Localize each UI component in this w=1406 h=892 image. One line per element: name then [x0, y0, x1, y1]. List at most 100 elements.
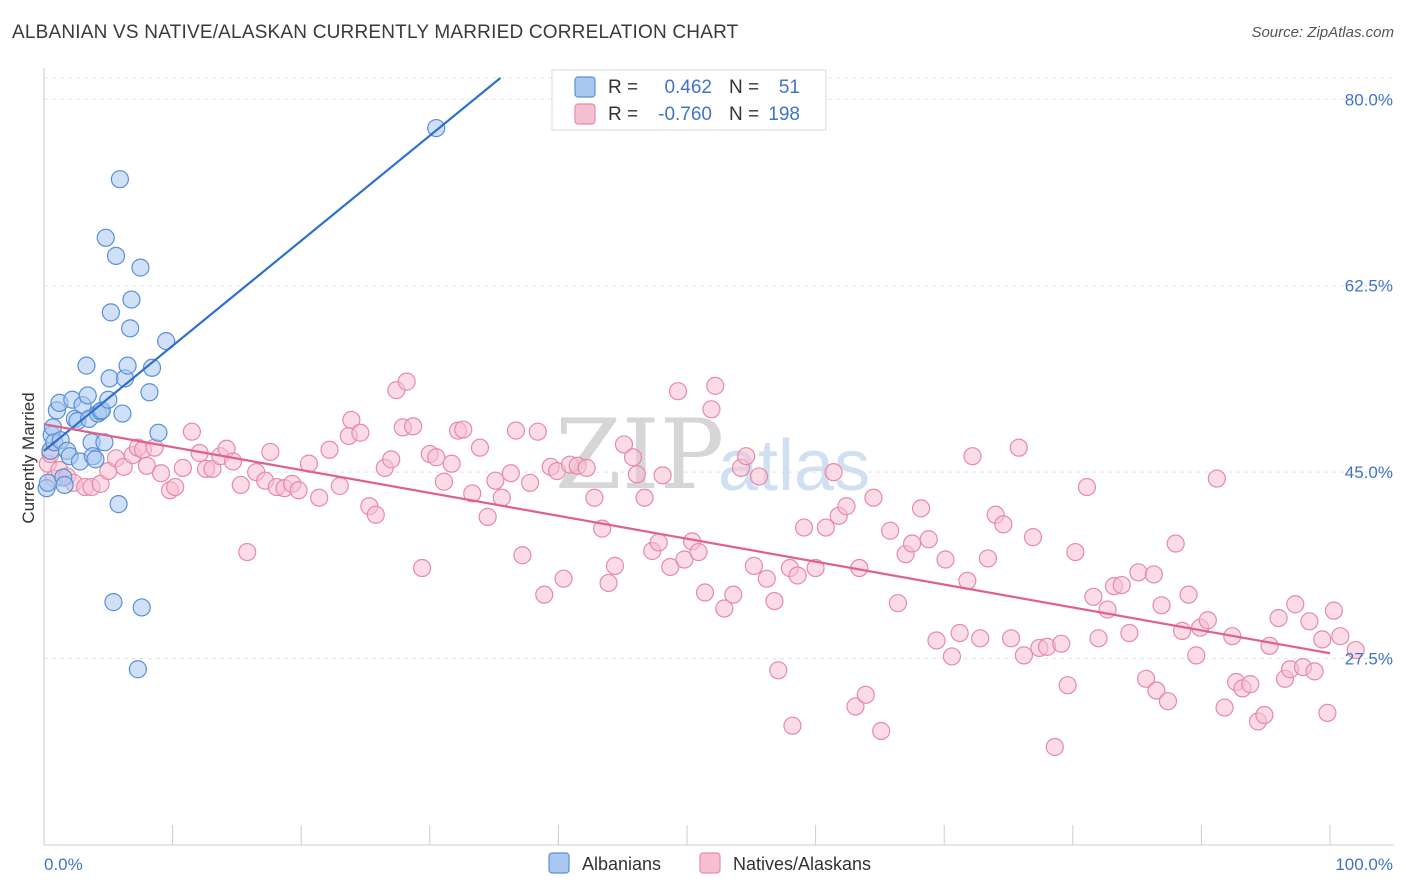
- point-natives-179: [1313, 630, 1332, 649]
- point-natives-101: [757, 569, 776, 588]
- point-natives-20: [173, 458, 192, 477]
- legend-n-value-albanians: 51: [779, 77, 800, 98]
- point-natives-98: [737, 447, 756, 466]
- point-natives-160: [1187, 646, 1206, 665]
- series-natives-points: [38, 372, 1365, 757]
- bottom-legend-swatch-albanians: [548, 852, 570, 874]
- point-natives-149: [1112, 575, 1131, 595]
- point-natives-38: [310, 488, 329, 507]
- point-natives-164: [1215, 698, 1234, 717]
- point-natives-28: [231, 475, 250, 495]
- point-natives-143: [1066, 542, 1085, 562]
- point-natives-110: [824, 463, 843, 482]
- point-natives-85: [649, 533, 668, 552]
- point-natives-58: [454, 420, 473, 439]
- x-tick-labels: 0.0% 100.0%: [44, 855, 1393, 874]
- point-natives-94: [706, 376, 725, 395]
- point-natives-162: [1198, 611, 1217, 630]
- point-albanians-27: [95, 433, 114, 452]
- point-natives-168: [1241, 675, 1260, 694]
- point-albanians-31: [101, 303, 120, 322]
- point-albanians-45: [142, 358, 162, 377]
- point-albanians-28: [96, 228, 115, 247]
- stats-legend: R = 0.462 N = 51 R = -0.760 N = 198: [551, 69, 827, 131]
- point-natives-133: [994, 515, 1013, 534]
- point-natives-45: [366, 505, 385, 524]
- point-natives-144: [1077, 477, 1097, 497]
- point-natives-21: [182, 422, 201, 441]
- point-natives-56: [442, 454, 461, 473]
- point-natives-43: [351, 423, 370, 442]
- point-albanians-46: [149, 423, 168, 442]
- point-albanians-19: [78, 386, 97, 405]
- point-natives-141: [1052, 634, 1071, 653]
- point-natives-135: [1009, 438, 1028, 457]
- grid-lines: [44, 77, 1394, 660]
- point-natives-69: [535, 585, 554, 604]
- point-natives-156: [1158, 692, 1178, 711]
- point-natives-50: [397, 372, 416, 391]
- point-natives-79: [605, 556, 625, 575]
- point-natives-146: [1089, 629, 1108, 648]
- point-natives-76: [585, 488, 604, 507]
- y-tick-labels: 27.5% 45.0% 62.5% 80.0%: [1345, 90, 1393, 668]
- point-natives-105: [783, 716, 802, 735]
- point-natives-40: [330, 476, 349, 496]
- point-natives-175: [1286, 595, 1305, 614]
- point-natives-92: [695, 583, 715, 602]
- point-natives-131: [978, 549, 998, 568]
- point-albanians-36: [113, 404, 132, 423]
- point-natives-100: [749, 467, 769, 486]
- point-natives-62: [486, 471, 505, 490]
- legend-r-value-natives: -0.760: [658, 104, 712, 125]
- point-albanians-44: [140, 383, 159, 402]
- point-natives-61: [478, 507, 497, 526]
- legend-r-label-albanians: R =: [608, 77, 638, 98]
- point-albanians-38: [118, 356, 137, 375]
- point-natives-125: [936, 550, 955, 569]
- x-tick-label-0: 0.0%: [44, 855, 83, 874]
- point-natives-42: [342, 410, 361, 430]
- point-natives-116: [864, 488, 883, 507]
- point-natives-80: [614, 435, 634, 454]
- point-natives-19: [166, 477, 185, 497]
- series-legend: Albanians Natives/Alaskans: [548, 852, 871, 874]
- point-natives-115: [856, 685, 875, 704]
- legend-swatch-albanians: [574, 76, 596, 98]
- point-natives-145: [1084, 587, 1103, 606]
- point-natives-155: [1152, 596, 1171, 615]
- point-natives-172: [1269, 608, 1288, 628]
- point-natives-54: [427, 448, 446, 467]
- point-natives-93: [702, 400, 721, 419]
- point-natives-118: [881, 521, 900, 540]
- legend-box: [551, 69, 827, 131]
- point-natives-72: [554, 569, 573, 588]
- point-natives-121: [902, 534, 922, 553]
- y-axis-label: Currently Married: [19, 392, 38, 523]
- point-natives-181: [1324, 601, 1343, 620]
- point-natives-170: [1255, 705, 1274, 725]
- x-tick-label-1: 100.0%: [1335, 855, 1393, 874]
- point-natives-27: [223, 452, 243, 471]
- point-natives-16: [145, 438, 164, 457]
- point-albanians-35: [110, 170, 129, 189]
- point-natives-178: [1305, 662, 1324, 681]
- series-albanians-points: [37, 118, 446, 679]
- point-natives-95: [715, 599, 734, 618]
- point-natives-88: [668, 382, 688, 401]
- point-natives-83: [635, 488, 654, 507]
- bottom-legend-label-natives: Natives/Alaskans: [733, 854, 871, 874]
- chart-source: Source: ZipAtlas.com: [1251, 24, 1394, 41]
- point-natives-39: [320, 440, 339, 459]
- point-natives-102: [765, 591, 784, 611]
- point-albanians-40: [122, 290, 141, 309]
- point-natives-29: [238, 542, 257, 562]
- point-natives-122: [911, 499, 931, 518]
- point-albanians-42: [131, 258, 150, 277]
- point-albanians-39: [121, 319, 140, 338]
- point-albanians-43: [132, 598, 151, 617]
- point-natives-78: [599, 573, 618, 593]
- point-natives-55: [434, 472, 454, 491]
- point-natives-180: [1318, 703, 1337, 723]
